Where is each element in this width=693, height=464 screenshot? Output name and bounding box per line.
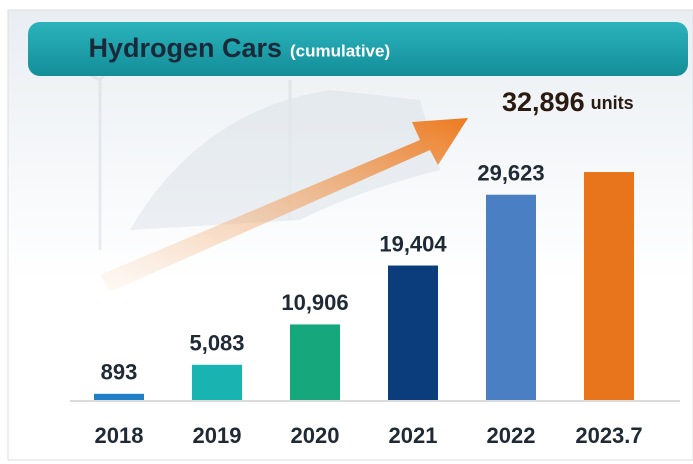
value-label-number: 32,896 — [502, 87, 585, 117]
value-label-unit: units — [591, 93, 634, 113]
bar — [388, 266, 438, 400]
chart-title: Hydrogen Cars — [88, 33, 282, 63]
x-tick-label: 2018 — [95, 423, 144, 448]
x-tick-label: 2020 — [291, 423, 340, 448]
value-label: 10,906 — [281, 290, 348, 315]
value-label: 29,623 — [477, 161, 544, 186]
chart-subtitle: (cumulative) — [290, 41, 390, 60]
x-tick-label: 2021 — [389, 423, 438, 448]
bar — [290, 324, 340, 400]
bar — [486, 195, 536, 400]
value-label: 19,404 — [379, 231, 447, 256]
bar — [192, 365, 242, 400]
x-tick-label: 2022 — [487, 423, 536, 448]
x-tick-label: 2023.7 — [575, 423, 642, 448]
value-label: 5,083 — [189, 331, 244, 356]
bar — [94, 394, 144, 400]
value-label: 893 — [101, 360, 138, 385]
chart: Hydrogen Cars (cumulative) 2018 893 2019 5,… — [0, 0, 693, 464]
bar — [584, 172, 634, 400]
x-tick-label: 2019 — [193, 423, 242, 448]
